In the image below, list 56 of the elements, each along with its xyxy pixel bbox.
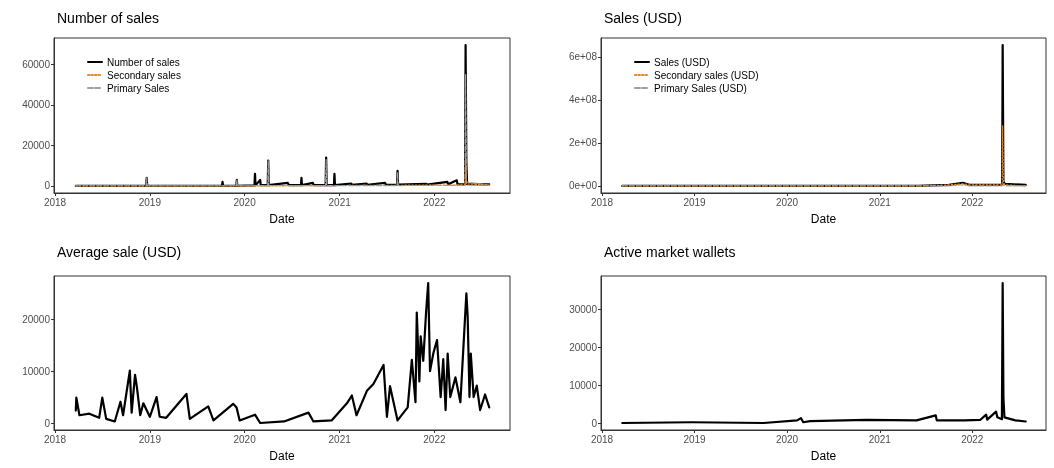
y-tick-label: 2e+08 <box>568 137 598 149</box>
y-tick-label: 30000 <box>569 303 598 315</box>
line-series <box>75 156 490 187</box>
y-tick-label: 0 <box>44 180 51 192</box>
y-tick-label: 10000 <box>22 365 51 377</box>
legend-label: Sales (USD) <box>654 56 710 68</box>
x-tick-label: 2019 <box>138 196 162 208</box>
line-series <box>621 281 1027 425</box>
legend-label: Secondary sales <box>107 69 181 81</box>
x-tick-label: 2021 <box>868 433 892 445</box>
chart-title: Number of sales <box>57 10 159 26</box>
y-tick-label: 40000 <box>22 99 51 111</box>
chart-title: Average sale (USD) <box>57 244 182 260</box>
x-tick-label: 2019 <box>683 433 707 445</box>
y-tick-label: 4e+08 <box>568 94 598 106</box>
chart-title: Active market wallets <box>604 244 736 260</box>
line-series <box>621 125 1027 187</box>
x-tick-label: 2020 <box>775 196 799 208</box>
x-tick-label: 2018 <box>590 196 614 208</box>
line-series <box>75 73 490 187</box>
y-tick-label: 0 <box>591 417 598 429</box>
x-axis-title: Date <box>810 212 837 226</box>
x-tick-label: 2020 <box>233 196 257 208</box>
legend-label: Secondary sales (USD) <box>654 69 759 81</box>
line-series <box>74 281 491 425</box>
y-tick-label: 20000 <box>22 313 51 325</box>
x-tick-label: 2022 <box>423 433 446 445</box>
chart-title: Sales (USD) <box>604 10 682 26</box>
x-axis-title: Date <box>810 449 837 463</box>
x-tick-label: 2018 <box>590 433 614 445</box>
y-tick-label: 20000 <box>569 341 598 353</box>
x-tick-label: 2022 <box>961 433 984 445</box>
y-tick-label: 0e+00 <box>568 180 598 192</box>
y-tick-label: 0 <box>44 417 51 429</box>
line-series <box>621 43 1027 188</box>
y-tick-label: 60000 <box>22 58 51 70</box>
x-axis-title: Date <box>269 212 295 226</box>
x-axis-title: Date <box>269 449 295 463</box>
x-tick-label: 2020 <box>775 433 799 445</box>
x-tick-label: 2021 <box>328 433 352 445</box>
legend-label: Primary Sales (USD) <box>654 82 747 94</box>
x-tick-label: 2022 <box>423 196 446 208</box>
y-tick-label: 20000 <box>22 139 51 151</box>
x-tick-label: 2019 <box>683 196 707 208</box>
x-tick-label: 2019 <box>138 433 162 445</box>
legend-label: Number of sales <box>107 56 180 68</box>
y-tick-label: 6e+08 <box>568 51 598 63</box>
x-tick-label: 2021 <box>868 196 892 208</box>
x-tick-label: 2018 <box>43 433 67 445</box>
line-series <box>74 43 491 188</box>
y-tick-label: 10000 <box>569 379 598 391</box>
x-tick-label: 2018 <box>43 196 67 208</box>
x-tick-label: 2021 <box>328 196 352 208</box>
x-tick-label: 2022 <box>961 196 984 208</box>
x-tick-label: 2020 <box>233 433 257 445</box>
legend-label: Primary Sales <box>107 82 170 94</box>
